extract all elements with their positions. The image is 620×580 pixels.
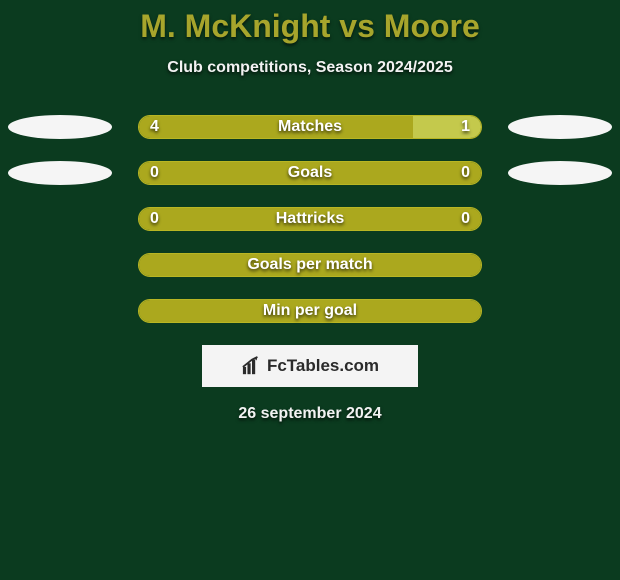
stat-bar [138,253,482,277]
stat-bar-left-segment [139,162,310,184]
subtitle: Club competitions, Season 2024/2025 [0,59,620,77]
comparison-card: M. McKnight vs Moore Club competitions, … [0,0,620,580]
stat-bar-left-segment [139,254,481,276]
stat-bar-left-segment [139,300,481,322]
stat-row: Goals per match [0,253,620,277]
stat-row: Goals00 [0,161,620,185]
logo-badge: FcTables.com [202,345,418,387]
stat-rows: Matches41 Goals00 Hattricks00 Goals per mat… [0,115,620,323]
stat-bar [138,207,482,231]
logo-text: FcTables.com [267,356,379,376]
stat-bar-right-segment [310,208,481,230]
stat-bar [138,161,482,185]
stat-bar-right-segment [413,116,481,138]
stat-bar-right-segment [310,162,481,184]
stat-row: Min per goal [0,299,620,323]
stat-bar [138,299,482,323]
team-badge-left [8,161,112,185]
stat-bar-left-segment [139,116,413,138]
date-text: 26 september 2024 [0,405,620,423]
chart-icon [241,356,263,376]
stat-row: Hattricks00 [0,207,620,231]
stat-bar [138,115,482,139]
stat-row: Matches41 [0,115,620,139]
team-badge-left [8,115,112,139]
page-title: M. McKnight vs Moore [0,0,620,45]
stat-bar-left-segment [139,208,310,230]
team-badge-right [508,161,612,185]
team-badge-right [508,115,612,139]
